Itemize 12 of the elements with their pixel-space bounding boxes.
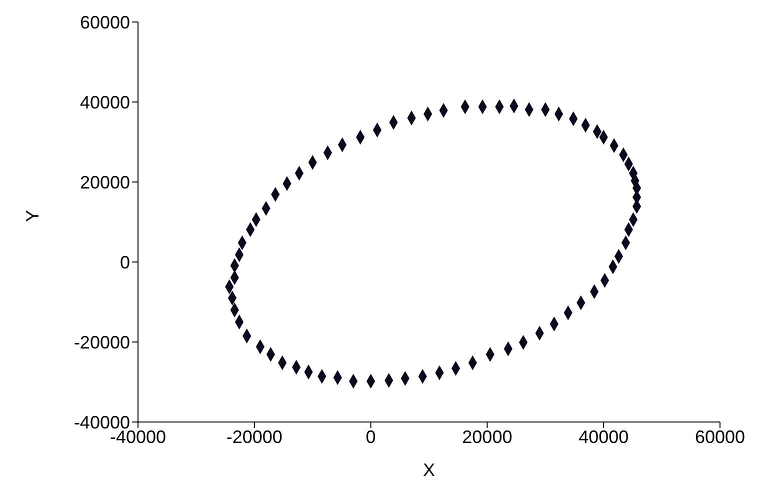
y-tick-label: -20000: [74, 332, 130, 352]
y-axis-title: Y: [22, 210, 42, 222]
x-tick-label: -20000: [226, 426, 282, 447]
x-axis-title: X: [422, 460, 436, 480]
x-tick-label: 40000: [578, 426, 629, 447]
x-tick-label: 60000: [694, 426, 746, 447]
y-tick-label: 0: [120, 252, 130, 272]
x-tick-label: 20000: [462, 426, 512, 447]
y-tick-label: 60000: [80, 12, 130, 32]
y-tick-label: 20000: [80, 172, 130, 192]
x-tick-label: 0: [366, 426, 376, 447]
y-tick-label: 40000: [80, 92, 130, 112]
